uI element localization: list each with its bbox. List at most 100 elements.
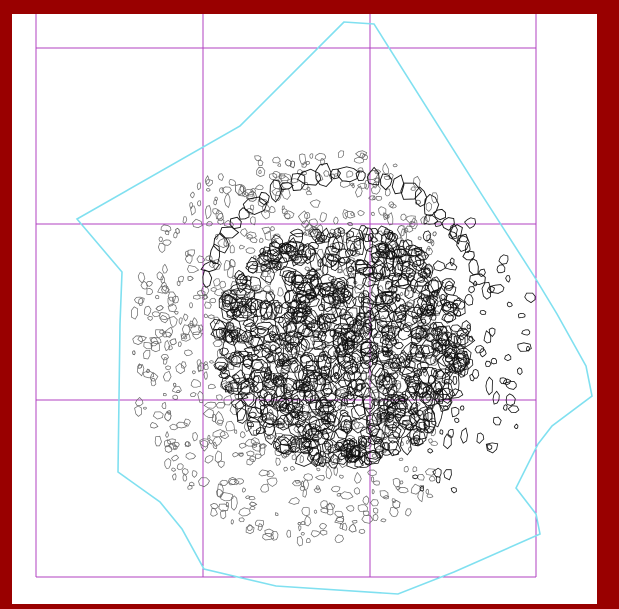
stone-outline	[342, 290, 352, 298]
stone-outline	[237, 300, 248, 314]
stone-outline	[172, 295, 179, 304]
stone-outline	[304, 274, 316, 283]
stone-outline	[225, 420, 235, 432]
stone-outline	[310, 530, 322, 538]
stone-outline	[322, 344, 338, 364]
stone-outline	[337, 332, 349, 356]
stone-outline	[334, 510, 344, 518]
stone-outline	[398, 359, 416, 376]
stone-outline	[242, 358, 253, 368]
stone-outline	[218, 291, 237, 313]
stone-outline	[272, 250, 290, 264]
stone-outline	[425, 309, 437, 316]
stone-outline	[400, 213, 407, 221]
stone-outline	[164, 445, 173, 453]
stone-outline	[505, 275, 511, 283]
stone-outline	[237, 407, 248, 424]
stone-outlines-cairn	[200, 162, 536, 494]
stone-outline	[397, 487, 409, 494]
stone-outline	[391, 245, 405, 259]
stone-outline	[317, 273, 334, 292]
stone-outline	[238, 507, 251, 517]
stone-outline	[267, 324, 280, 339]
stone-outline	[410, 217, 418, 230]
stone-outline	[513, 423, 519, 429]
stone-outline	[300, 355, 313, 364]
stone-outline	[397, 272, 409, 287]
stone-outline	[219, 347, 230, 357]
stone-outline	[399, 480, 404, 485]
stone-outline	[185, 250, 189, 257]
stone-outline	[229, 306, 240, 314]
stone-outline	[166, 410, 172, 415]
stone-outline	[367, 375, 371, 381]
stone-outline	[416, 294, 433, 315]
stone-outline	[462, 354, 471, 366]
stone-outline	[271, 256, 282, 271]
stone-outline	[430, 239, 435, 247]
stone-outline	[214, 288, 225, 297]
stone-outline	[267, 269, 271, 275]
stone-outline	[433, 388, 448, 403]
stone-outline	[374, 438, 386, 453]
stone-outline	[190, 324, 202, 335]
stone-outline	[337, 403, 347, 412]
stone-outline	[242, 196, 268, 215]
stone-outline	[504, 380, 517, 390]
stone-outline	[229, 377, 250, 390]
stone-outline	[303, 479, 309, 491]
stone-outline	[182, 473, 188, 482]
stone-outline	[423, 214, 439, 225]
stone-outline	[413, 247, 423, 253]
stone-outline	[199, 439, 209, 452]
stone-outline	[456, 332, 469, 346]
stone-outline	[372, 264, 387, 281]
stone-outline	[395, 486, 401, 490]
stone-outline	[385, 280, 393, 290]
stone-outline	[425, 411, 433, 422]
stone-outline	[346, 259, 357, 279]
stone-outline	[485, 442, 499, 454]
stone-outline	[406, 381, 421, 394]
stone-outline	[320, 227, 331, 243]
stone-outline	[488, 284, 505, 294]
stone-outline	[301, 162, 308, 168]
stone-outline	[306, 445, 320, 468]
stone-outline	[452, 352, 467, 374]
stone-outline	[364, 330, 369, 337]
stone-outline	[443, 433, 452, 450]
stone-outline	[277, 287, 284, 297]
stone-outline	[309, 153, 314, 159]
stone-outline	[432, 231, 437, 237]
stone-outline	[368, 272, 383, 283]
stone-outline	[213, 278, 221, 287]
stone-outline	[357, 182, 368, 189]
stone-outline	[481, 281, 492, 300]
stone-outline	[517, 342, 532, 352]
stone-outline	[358, 451, 366, 465]
stone-outline	[301, 375, 312, 384]
stone-outline	[448, 224, 463, 245]
stone-outline	[217, 460, 225, 469]
stone-outline	[441, 301, 457, 313]
stone-outline	[252, 284, 263, 294]
stone-outline	[216, 394, 223, 401]
stone-outline	[270, 530, 279, 541]
stone-outline	[462, 250, 475, 261]
stone-outline	[406, 376, 422, 388]
stone-outline	[369, 375, 376, 381]
stone-outline	[404, 306, 423, 319]
stone-outline	[323, 355, 341, 378]
stone-outline	[425, 488, 429, 495]
stone-outline	[150, 421, 159, 429]
stone-outline	[358, 528, 366, 534]
stone-outline	[204, 455, 214, 464]
stone-outline	[399, 435, 412, 456]
stone-outline	[258, 385, 276, 406]
stone-outline	[303, 232, 307, 236]
stone-outline	[324, 442, 330, 448]
stone-outline	[319, 399, 332, 409]
stone-outline	[395, 293, 401, 302]
stone-outline	[391, 174, 405, 195]
stone-outline	[355, 312, 376, 325]
